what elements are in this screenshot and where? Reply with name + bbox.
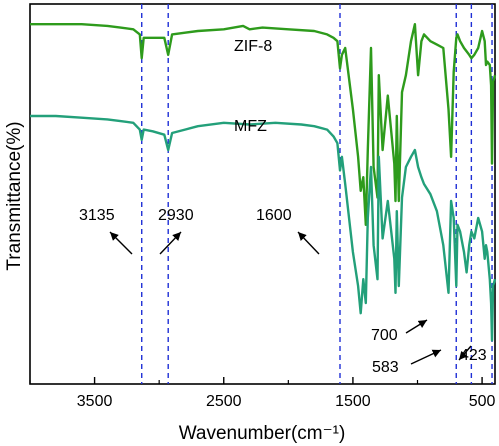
annotation-arrow-1600 (297, 231, 320, 255)
annotation-arrow-700 (405, 319, 428, 334)
annotation-700: 700 (371, 327, 398, 344)
series-label-zif8: ZIF-8 (234, 38, 272, 55)
annotation-1600: 1600 (256, 207, 292, 224)
series-lines (30, 23, 497, 342)
annotation-arrow-2930 (159, 231, 182, 255)
x-tick-label-1500: 1500 (335, 393, 371, 410)
annotation-arrows (109, 231, 472, 365)
annotation-3135: 3135 (79, 207, 115, 224)
x-axis-title: Wavenumber(cm⁻¹) (179, 423, 346, 444)
series-label-mfz: MFZ (234, 118, 267, 135)
series-line-zif8 (30, 23, 497, 227)
y-axis-title: Transmittance(%) (4, 121, 25, 270)
series-line-mfz (30, 114, 497, 342)
annotation-arrow-423 (458, 345, 472, 361)
annotation-423: 423 (460, 347, 487, 364)
plot-frame (29, 3, 496, 385)
x-tick-label-3500: 3500 (77, 393, 113, 410)
annotation-arrow-3135 (109, 231, 133, 255)
annotation-arrow-583 (410, 349, 442, 365)
reference-lines (141, 4, 493, 384)
x-tick-label-500: 500 (469, 393, 496, 410)
x-axis-ticks: 3500 2500 1500 500 (29, 377, 496, 410)
x-tick-label-2500: 2500 (206, 393, 242, 410)
annotation-2930: 2930 (158, 207, 194, 224)
annotation-583: 583 (372, 359, 399, 376)
